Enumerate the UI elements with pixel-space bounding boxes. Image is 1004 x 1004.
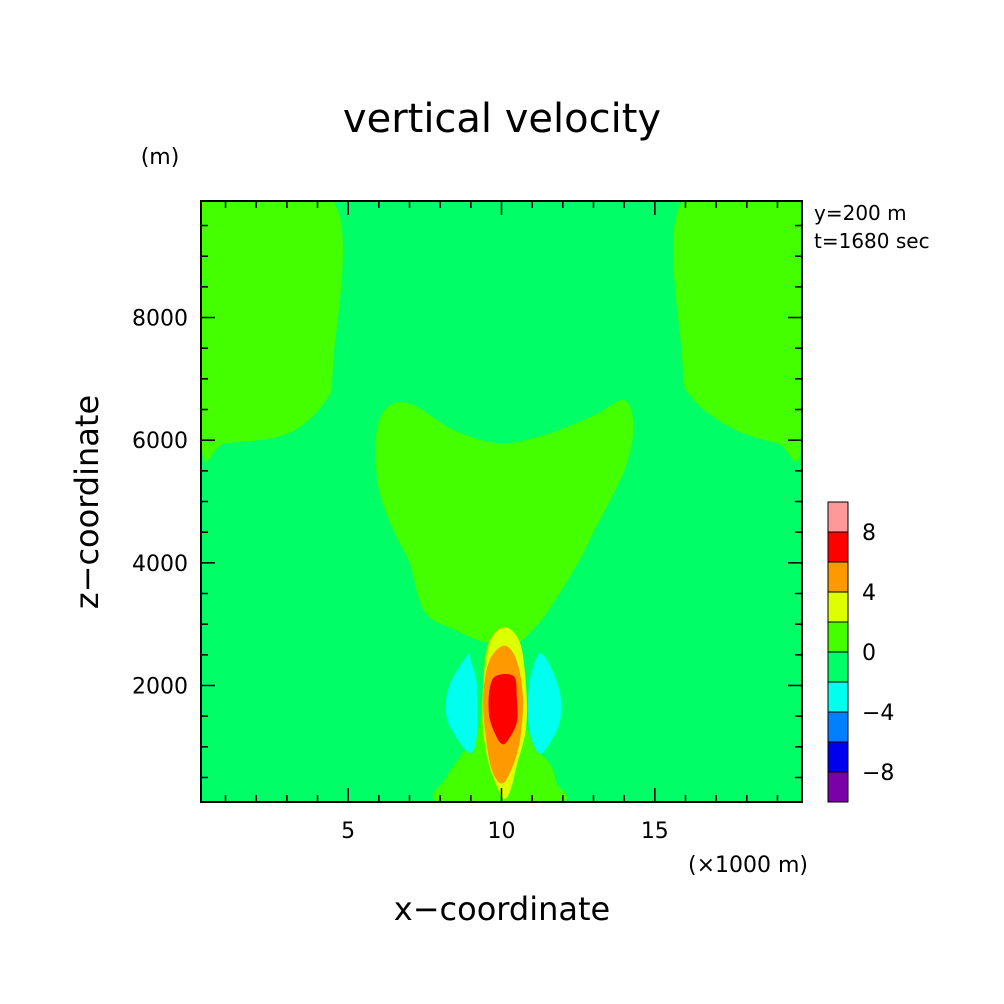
x-axis-label: x−coordinate bbox=[394, 890, 610, 928]
y-tick-labels: 2000 4000 6000 8000 bbox=[132, 307, 188, 700]
x-tick-label: 5 bbox=[341, 819, 355, 844]
colorbar-labels: −8 −4 0 4 8 bbox=[862, 521, 894, 786]
colorbar-swatch bbox=[827, 651, 849, 683]
contour-region-central-updraft bbox=[375, 400, 634, 645]
y-unit-label: (m) bbox=[141, 145, 180, 170]
colorbar-label: 4 bbox=[862, 581, 876, 606]
contour-region-left-downdraft bbox=[445, 653, 478, 754]
colorbar-swatch bbox=[827, 741, 849, 773]
colorbar-label: 8 bbox=[862, 521, 876, 546]
axis-ticks bbox=[201, 201, 802, 802]
annotation-t: t=1680 sec bbox=[814, 229, 930, 253]
colorbar-swatch bbox=[827, 531, 849, 563]
y-tick-label: 6000 bbox=[132, 429, 188, 454]
y-tick-label: 4000 bbox=[132, 552, 188, 577]
colorbar-label: −8 bbox=[862, 761, 894, 786]
colorbar-swatch bbox=[827, 771, 849, 803]
annotation-y: y=200 m bbox=[814, 201, 907, 225]
contour-region-core-6-8 bbox=[488, 673, 518, 745]
x-tick-labels: 5 10 15 bbox=[341, 819, 669, 844]
contour-region-right-downdraft bbox=[527, 653, 562, 754]
colorbar-swatch bbox=[827, 711, 849, 743]
colorbar-label: 0 bbox=[862, 641, 876, 666]
contour-region-upper-left-updraft bbox=[201, 201, 343, 462]
x-unit-label: (×1000 m) bbox=[688, 853, 808, 878]
colorbar-swatch bbox=[827, 591, 849, 623]
y-tick-label: 2000 bbox=[132, 674, 188, 699]
contour-region-upper-right-updraft bbox=[673, 201, 802, 462]
chart-title: vertical velocity bbox=[343, 96, 661, 142]
y-axis-label: z−coordinate bbox=[68, 395, 106, 609]
colorbar-swatch bbox=[827, 501, 849, 533]
plot-frame bbox=[200, 200, 803, 803]
y-tick-label: 8000 bbox=[132, 307, 188, 332]
x-tick-label: 15 bbox=[641, 819, 669, 844]
x-tick-label: 10 bbox=[488, 819, 516, 844]
colorbar-swatch bbox=[827, 681, 849, 713]
colorbar-label: −4 bbox=[862, 701, 894, 726]
colorbar bbox=[827, 501, 849, 803]
colorbar-swatch bbox=[827, 621, 849, 653]
plot-area bbox=[201, 201, 802, 802]
colorbar-swatch bbox=[827, 561, 849, 593]
